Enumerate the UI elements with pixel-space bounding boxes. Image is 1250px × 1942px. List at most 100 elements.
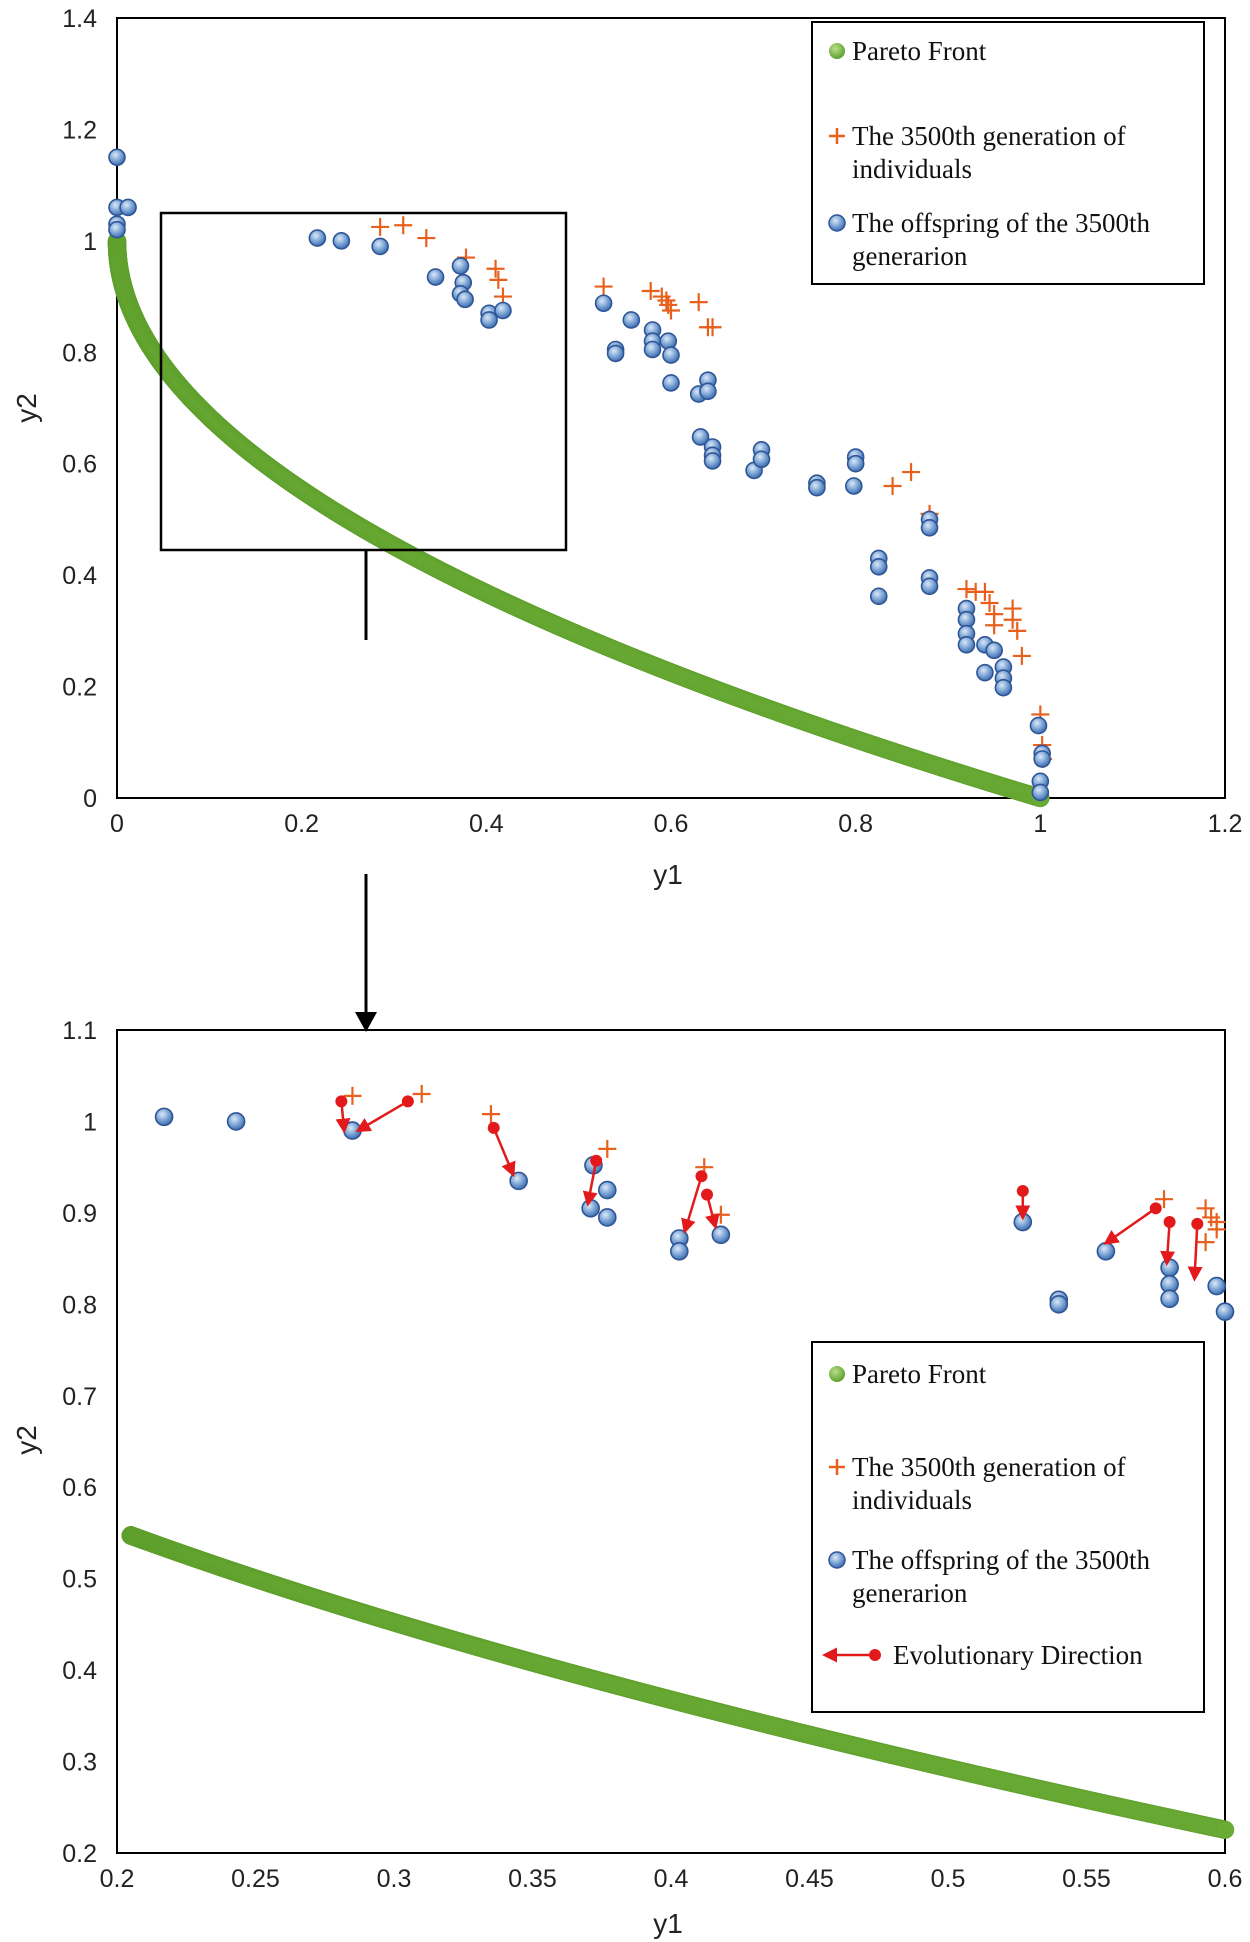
zoom-y-tick-label: 1.1 <box>62 1017 97 1045</box>
pareto-front-dot <box>1215 1820 1235 1840</box>
zoom-arrow-head-icon <box>355 1012 377 1032</box>
main-legend-generation-2: individuals <box>852 154 972 184</box>
zoom-x-tick-label: 0.25 <box>231 1865 280 1893</box>
main-x-tick-label: 1.2 <box>1208 810 1243 838</box>
offspring-circle-point <box>426 268 445 286</box>
zoom-offspring-points <box>154 1107 1235 1321</box>
evolution-arrow <box>355 1095 414 1133</box>
zoom-y-tick-label: 0.9 <box>62 1200 97 1228</box>
generation-plus-point <box>1196 1233 1215 1252</box>
zoom-legend-generation-1: The 3500th generation of <box>852 1452 1126 1482</box>
zoom-legend-offspring-1: The offspring of the 3500th <box>852 1545 1150 1575</box>
offspring-circle-point <box>154 1107 174 1127</box>
zoom-x-tick-label: 0.6 <box>1208 1865 1243 1893</box>
zoom-plot: 0.2 0.25 0.3 0.35 0.4 0.45 0.5 0.55 0.6 0.2 0.3 0.4… <box>11 1017 1242 1939</box>
offspring-circle-point <box>643 340 662 359</box>
offspring-circle-point <box>332 232 351 250</box>
evolution-arrow <box>1187 1217 1204 1282</box>
zoom-y-tick-label: 0.6 <box>62 1474 97 1502</box>
zoom-legend: Pareto Front The 3500th generation of in… <box>811 1341 1205 1713</box>
main-x-tick-label: 0 <box>110 810 124 838</box>
main-offspring-points <box>108 148 1051 802</box>
zoom-x-tick-label: 0.2 <box>100 1865 135 1893</box>
legend-green-dot-icon <box>829 1366 845 1382</box>
zoom-x-tick-label: 0.35 <box>508 1865 557 1893</box>
generation-plus-point <box>957 580 976 599</box>
zoom-x-tick-label: 0.45 <box>785 1865 834 1893</box>
zoom-y-tick-label: 0.5 <box>62 1566 97 1594</box>
zoom-box <box>159 211 568 552</box>
offspring-circle-point <box>1049 1295 1069 1314</box>
offspring-circle-point <box>451 257 470 275</box>
zoom-x-tick-label: 0.55 <box>1062 1865 1111 1893</box>
legend-blue-circle-icon <box>828 214 846 232</box>
main-y-tick-label: 1.2 <box>62 116 97 144</box>
legend-red-arrow-icon <box>822 1647 881 1663</box>
offspring-circle-point <box>597 1208 617 1227</box>
main-legend-generation-1: The 3500th generation of <box>852 121 1126 151</box>
generation-plus-point <box>598 1139 617 1158</box>
generation-plus-point <box>662 301 680 320</box>
generation-plus-point <box>975 582 994 601</box>
main-pareto-front <box>107 231 1050 808</box>
offspring-circle-point <box>920 518 939 537</box>
main-y-axis-label: y2 <box>11 393 42 423</box>
offspring-circle-point <box>1029 716 1048 735</box>
main-y-tick-label: 0 <box>83 785 97 813</box>
main-plot: 0 0.2 0.4 0.6 0.8 1 1.2 0 0.2 0.4 0.6 0.8 1 1.2 1.4 y1… <box>11 5 1242 890</box>
offspring-circle-point <box>119 198 137 217</box>
evolution-arrow <box>1160 1216 1176 1267</box>
offspring-circle-point <box>226 1112 246 1131</box>
main-x-tick-label: 1 <box>1033 810 1047 838</box>
offspring-circle-point <box>752 450 771 469</box>
offspring-circle-point <box>1160 1289 1179 1309</box>
legend-blue-circle-icon <box>828 1551 846 1569</box>
main-legend-pareto: Pareto Front <box>852 36 987 66</box>
offspring-circle-point <box>703 452 722 470</box>
legend-green-dot-icon <box>829 43 845 59</box>
offspring-circle-point <box>711 1225 731 1245</box>
offspring-circle-point <box>480 311 498 329</box>
offspring-circle-point <box>691 428 710 446</box>
offspring-circle-point <box>456 290 474 309</box>
legend-orange-plus-icon <box>829 128 845 144</box>
offspring-circle-point <box>1031 783 1050 802</box>
generation-plus-point <box>486 259 505 278</box>
legend-orange-plus-icon <box>829 1459 845 1475</box>
generation-plus-point <box>371 217 390 236</box>
evolution-arrow <box>335 1095 351 1134</box>
offspring-circle-point <box>920 577 939 596</box>
evolution-arrow <box>681 1170 708 1235</box>
offspring-circle-point <box>670 1241 689 1261</box>
offspring-circle-point <box>957 635 976 654</box>
offspring-circle-point <box>308 229 327 247</box>
offspring-circle-point <box>494 301 512 320</box>
generation-plus-point <box>394 216 413 235</box>
main-y-tick-label: 0.6 <box>62 451 97 479</box>
main-x-axis-label: y1 <box>653 859 683 890</box>
main-generation-points <box>371 216 1053 768</box>
offspring-circle-point <box>699 382 717 401</box>
generation-plus-point <box>902 463 921 482</box>
zoom-y-tick-label: 0.7 <box>62 1383 97 1411</box>
zoom-legend-offspring-2: generarion <box>852 1578 968 1608</box>
offspring-circle-point <box>976 663 994 682</box>
offspring-circle-point <box>846 454 865 473</box>
offspring-circle-point <box>509 1171 528 1191</box>
generation-plus-point <box>1155 1190 1174 1209</box>
zoom-x-tick-label: 0.4 <box>654 1865 689 1893</box>
zoom-legend-pareto: Pareto Front <box>852 1359 987 1389</box>
zoom-connector <box>355 550 377 1032</box>
offspring-circle-point <box>594 294 613 313</box>
generation-plus-point <box>412 1085 431 1104</box>
main-y-tick-label: 1.4 <box>62 5 97 33</box>
zoom-evolution-arrows <box>335 1095 1204 1282</box>
main-x-tick-label: 0.4 <box>469 810 504 838</box>
main-legend: Pareto Front The 3500th generation of in… <box>811 21 1205 285</box>
main-y-tick-label: 1 <box>83 228 97 256</box>
zoom-pareto-front <box>121 1526 1235 1840</box>
generation-plus-point <box>883 477 902 495</box>
offspring-circle-point <box>1160 1258 1179 1278</box>
offspring-circle-point <box>1096 1241 1116 1261</box>
offspring-circle-point <box>845 477 863 495</box>
